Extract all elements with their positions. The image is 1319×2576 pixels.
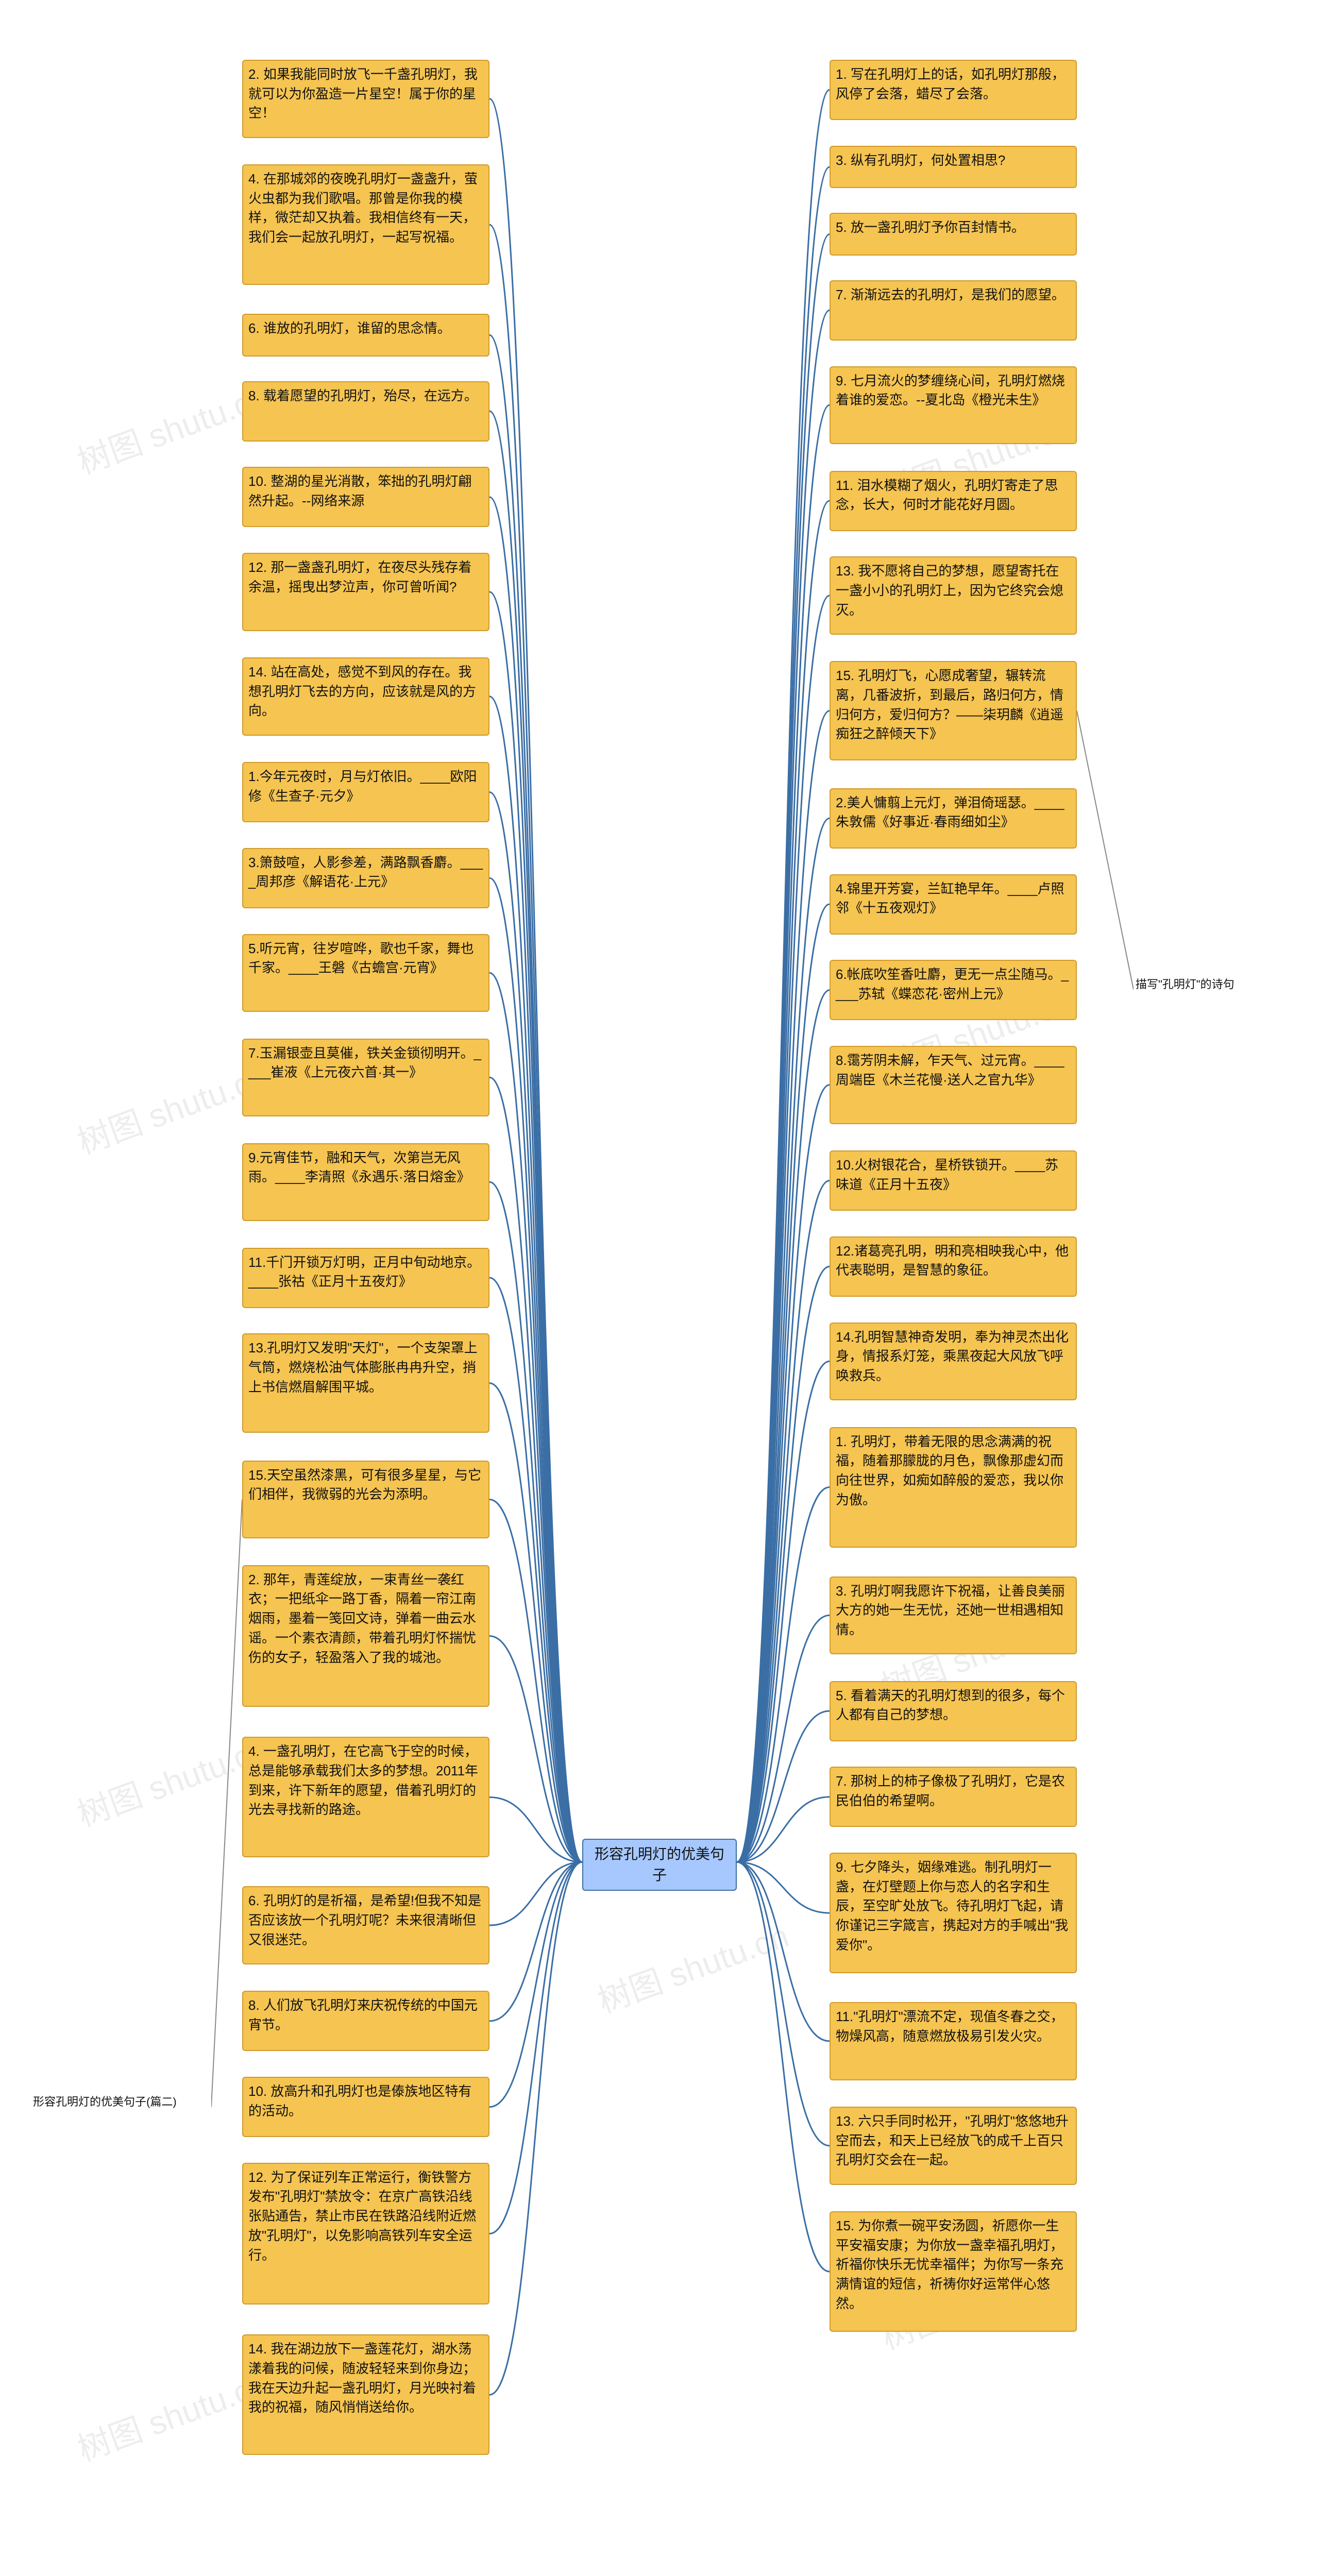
left-node-11: 9.元宵佳节，融和天气，次第岂无风雨。____李清照《永遇乐·落日熔金》 xyxy=(242,1143,489,1222)
right-node-4: 9. 七月流火的梦缠绕心间，孔明灯燃烧着谁的爱恋。--夏北岛《橙光未生》 xyxy=(830,366,1077,445)
right-node-3: 7. 渐渐远去的孔明灯，是我们的愿望。 xyxy=(830,280,1077,341)
left-node-1: 4. 在那城郊的夜晚孔明灯一盏盏升，萤火虫都为我们歌唱。那曾是你我的模样，微茫却… xyxy=(242,164,489,285)
left-node-19: 10. 放高升和孔明灯也是傣族地区特有的活动。 xyxy=(242,2077,489,2137)
mindmap-canvas: 树图 shutu.cn树图 shutu.cn树图 shutu.cn树图 shut… xyxy=(0,0,1319,2548)
edges-layer xyxy=(0,0,1319,2548)
right-node-5: 11. 泪水模糊了烟火，孔明灯寄走了思念，长大，何时才能花好月圆。 xyxy=(830,471,1077,531)
left-node-0: 2. 如果我能同时放飞一千盏孔明灯，我就可以为你盈造一片星空！属于你的星空！ xyxy=(242,60,489,138)
left-node-18: 8. 人们放飞孔明灯来庆祝传统的中国元宵节。 xyxy=(242,1991,489,2051)
right-node-17: 5. 看着满天的孔明灯想到的很多，每个人都有自己的梦想。 xyxy=(830,1681,1077,1741)
right-node-14: 14.孔明智慧神奇发明，奉为神灵杰出化身，情报系灯笼，乘黑夜起大风放飞呼唤救兵。 xyxy=(830,1323,1077,1401)
left-node-7: 1.今年元夜时，月与灯依旧。____欧阳修《生查子·元夕》 xyxy=(242,762,489,822)
right-node-18: 7. 那树上的柿子像极了孔明灯，它是农民伯伯的希望啊。 xyxy=(830,1767,1077,1827)
side-right-label: 描写"孔明灯"的诗句 xyxy=(1134,974,1267,1005)
left-node-21: 14. 我在湖边放下一盏莲花灯，湖水荡漾着我的问候，随波轻轻来到你身边；我在天边… xyxy=(242,2334,489,2455)
right-node-13: 12.诸葛亮孔明，明和亮相映我心中，他代表聪明，是智慧的象征。 xyxy=(830,1236,1077,1297)
right-node-19: 9. 七夕降头，姻缘难逃。制孔明灯一盏，在灯壁题上你与恋人的名字和生辰，至空旷处… xyxy=(830,1853,1077,1973)
right-node-9: 4.锦里开芳宴，兰缸艳早年。____卢照邻《十五夜观灯》 xyxy=(830,874,1077,935)
right-node-20: 11."孔明灯"漂流不定，现值冬春之交，物燥风高，随意燃放极易引发火灾。 xyxy=(830,2002,1077,2080)
right-node-1: 3. 纵有孔明灯，何处置相思? xyxy=(830,146,1077,189)
side-left-label: 形容孔明灯的优美句子(篇二) xyxy=(31,2092,211,2123)
left-node-20: 12. 为了保证列车正常运行，衡铁警方发布"孔明灯"禁放令：在京广高铁沿线张贴通… xyxy=(242,2163,489,2305)
left-node-2: 6. 谁放的孔明灯，谁留的思念情。 xyxy=(242,314,489,357)
left-node-12: 11.千门开锁万灯明，正月中旬动地京。____张祜《正月十五夜灯》 xyxy=(242,1248,489,1308)
left-node-13: 13.孔明灯又发明"天灯"，一个支架罩上气筒，燃烧松油气体膨胀冉冉升空，捎上书信… xyxy=(242,1333,489,1433)
right-node-2: 5. 放一盏孔明灯予你百封情书。 xyxy=(830,213,1077,256)
right-node-10: 6.帐底吹笙香吐麝，更无一点尘随马。____苏轼《蝶恋花·密州上元》 xyxy=(830,960,1077,1020)
left-node-6: 14. 站在高处，感觉不到风的存在。我想孔明灯飞去的方向，应该就是风的方向。 xyxy=(242,657,489,736)
left-node-10: 7.玉漏银壶且莫催，铁关金锁彻明开。____崔液《上元夜六首·其一》 xyxy=(242,1039,489,1117)
right-node-22: 15. 为你煮一碗平安汤圆，祈愿你一生平安福安康；为你放一盏幸福孔明灯，祈福你快… xyxy=(830,2211,1077,2332)
watermark: 树图 shutu.cn xyxy=(590,1909,794,2022)
right-node-7: 15. 孔明灯飞，心愿成奢望，辗转流离，几番波折，到最后，路归何方，情归何方，爱… xyxy=(830,661,1077,760)
right-node-11: 8.霭芳阴未解，乍天气、过元宵。____周端臣《木兰花慢·送人之官九华》 xyxy=(830,1046,1077,1124)
left-node-17: 6. 孔明灯的是祈福，是希望!但我不知是否应该放一个孔明灯呢？未来很清晰但又很迷… xyxy=(242,1886,489,1964)
right-node-21: 13. 六只手同时松开，"孔明灯"悠悠地升空而去，和天上已经放飞的成千上百只孔明… xyxy=(830,2107,1077,2185)
left-node-5: 12. 那一盏盏孔明灯，在夜尽头残存着余温，摇曳出梦泣声，你可曾听闻? xyxy=(242,553,489,631)
left-node-8: 3.箫鼓喧，人影参差，满路飘香麝。____周邦彦《解语花·上元》 xyxy=(242,848,489,908)
right-node-16: 3. 孔明灯啊我愿许下祝福，让善良美丽大方的她一生无忧，还她一世相遇相知情。 xyxy=(830,1577,1077,1655)
left-node-3: 8. 载着愿望的孔明灯，殆尽，在远方。 xyxy=(242,381,489,442)
right-node-6: 13. 我不愿将自己的梦想，愿望寄托在一盏小小的孔明灯上，因为它终究会熄灭。 xyxy=(830,556,1077,635)
right-node-0: 1. 写在孔明灯上的话，如孔明灯那般，风停了会落，蜡尽了会落。 xyxy=(830,60,1077,120)
right-node-12: 10.火树银花合，星桥铁锁开。____苏味道《正月十五夜》 xyxy=(830,1150,1077,1211)
left-node-4: 10. 整湖的星光消散，笨拙的孔明灯翩然升起。--网络来源 xyxy=(242,467,489,527)
left-node-14: 15.天空虽然漆黑，可有很多星星，与它们相伴，我微弱的光会为添明。 xyxy=(242,1461,489,1539)
center-node: 形容孔明灯的优美句子 xyxy=(582,1839,737,1891)
left-node-16: 4. 一盏孔明灯，在它高飞于空的时候，总是能够承载我们太多的梦想。2011年到来… xyxy=(242,1737,489,1857)
right-node-15: 1. 孔明灯，带着无限的思念满满的祝福，随着那朦胧的月色，飘像那虚幻而向往世界，… xyxy=(830,1427,1077,1548)
left-node-15: 2. 那年，青莲绽放，一束青丝一袭红衣；一把纸伞一路丁香，隔着一帘江南烟雨，墨着… xyxy=(242,1565,489,1707)
right-node-8: 2.美人慵翦上元灯，弹泪倚瑶瑟。____朱敦儒《好事近·春雨细如尘》 xyxy=(830,788,1077,849)
left-node-9: 5.听元宵，往岁喧哗，歌也千家，舞也千家。____王磐《古蟾宫·元宵》 xyxy=(242,934,489,1012)
